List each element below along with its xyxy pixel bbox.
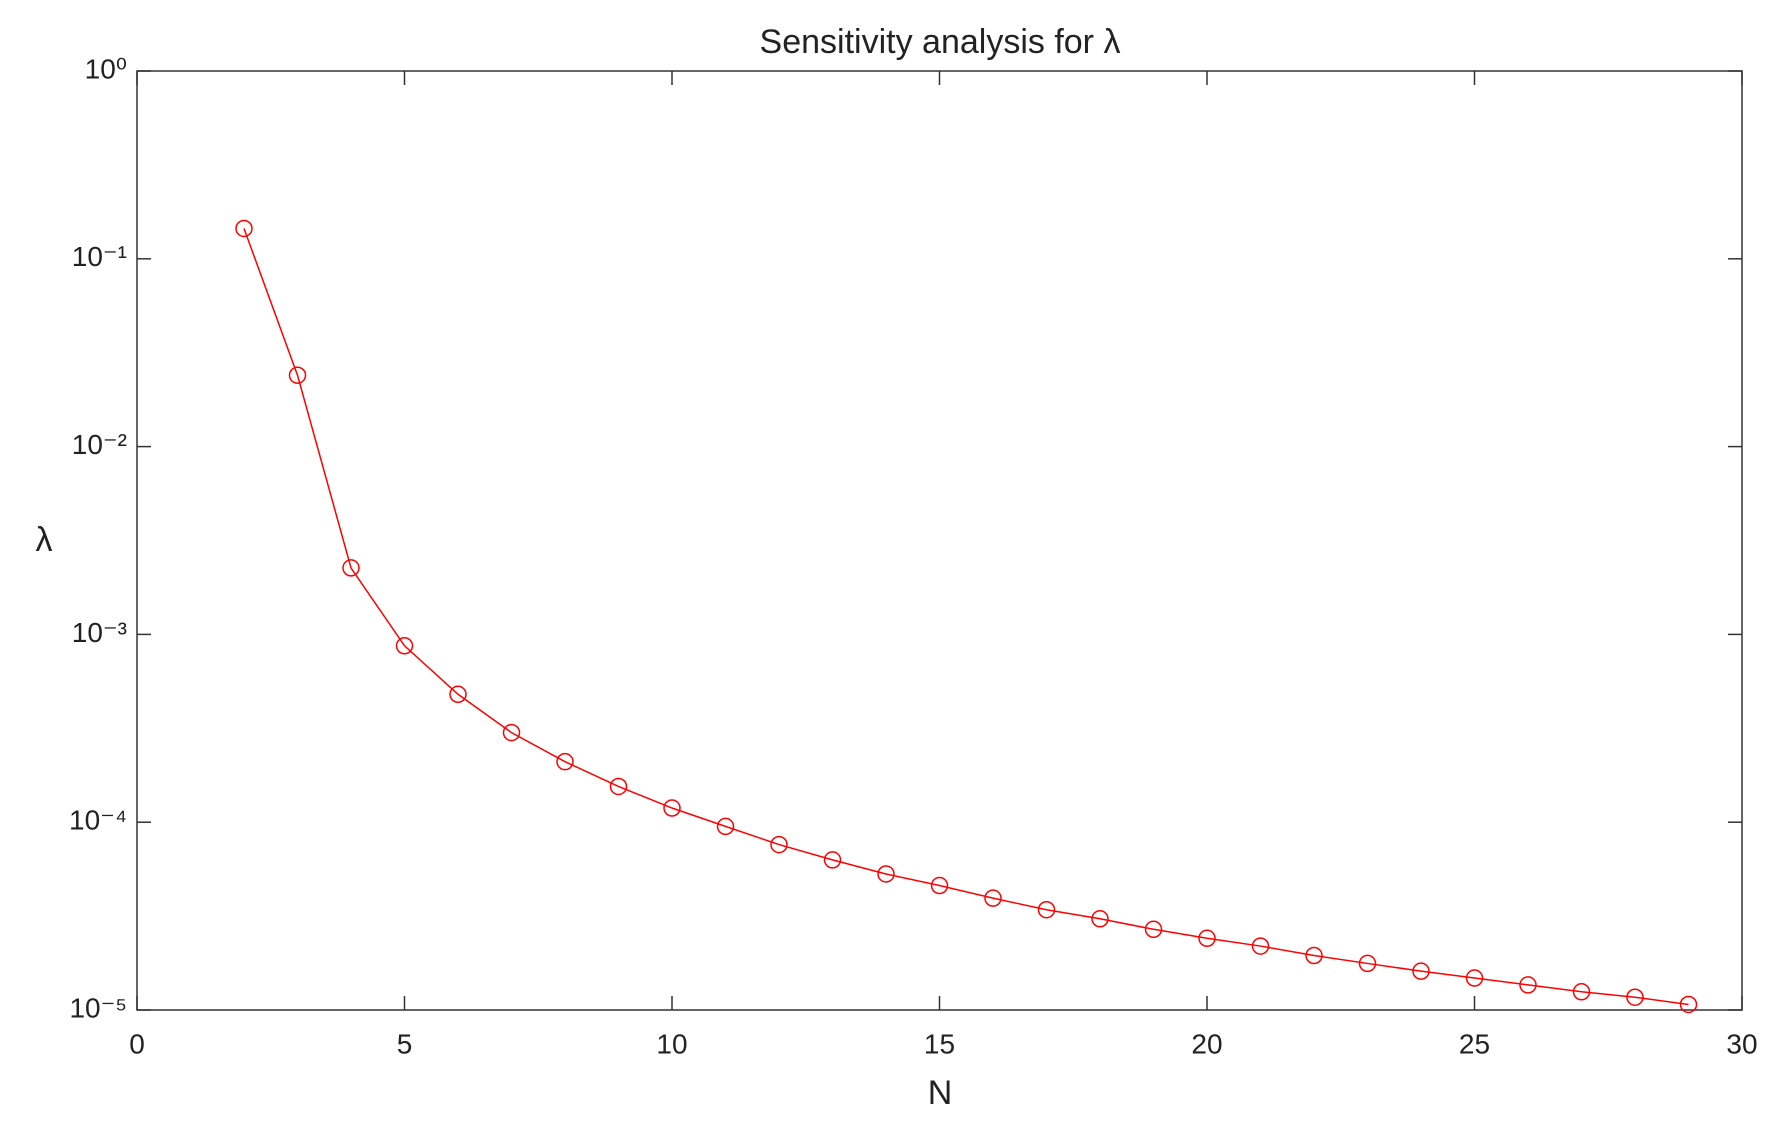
x-tick-label: 5 (397, 1028, 413, 1059)
x-tick-label: 30 (1726, 1028, 1757, 1059)
data-point (235, 219, 253, 238)
data-point (1198, 929, 1216, 948)
data-point (1519, 976, 1537, 994)
x-tick-label: 25 (1459, 1028, 1490, 1059)
data-point (502, 723, 521, 742)
y-axis-label: λ (36, 521, 53, 559)
data-point (877, 865, 895, 883)
x-tick-label: 10 (656, 1028, 687, 1059)
x-tick-label: 0 (129, 1028, 145, 1059)
chart-title: Sensitivity analysis for λ (760, 23, 1121, 61)
series-line (243, 228, 1689, 1006)
y-tick-label: 10⁻⁴ (69, 805, 127, 836)
data-point (1572, 983, 1591, 1001)
data-point (984, 889, 1002, 907)
y-tick-label: 10⁻² (72, 429, 127, 460)
data-point (1305, 946, 1323, 965)
data-point (1465, 969, 1484, 987)
x-tick-label: 15 (924, 1028, 955, 1059)
data-point (1037, 900, 1056, 919)
data-point (1144, 920, 1163, 939)
data-point (449, 685, 467, 704)
data-point (1626, 988, 1644, 1006)
x-axis-label: N (928, 1074, 953, 1112)
data-point (1412, 962, 1430, 980)
y-tick-label: 10⁻¹ (72, 241, 127, 272)
data-point (1091, 910, 1109, 928)
data-point (716, 817, 735, 836)
data-point (1251, 937, 1270, 955)
data-point (930, 876, 949, 895)
data-point (556, 752, 574, 771)
y-tick-label: 10⁻³ (72, 617, 127, 648)
data-point (663, 799, 681, 817)
data-point (342, 559, 360, 577)
data-point (609, 777, 628, 796)
data-point (1679, 995, 1698, 1014)
x-tick-label: 20 (1191, 1028, 1222, 1059)
data-point (1358, 954, 1377, 973)
y-tick-label: 10⁰ (85, 53, 127, 84)
data-point (823, 851, 842, 869)
data-point (395, 637, 414, 655)
data-point (288, 366, 307, 384)
y-tick-label: 10⁻⁵ (69, 992, 127, 1023)
data-point (770, 835, 788, 854)
